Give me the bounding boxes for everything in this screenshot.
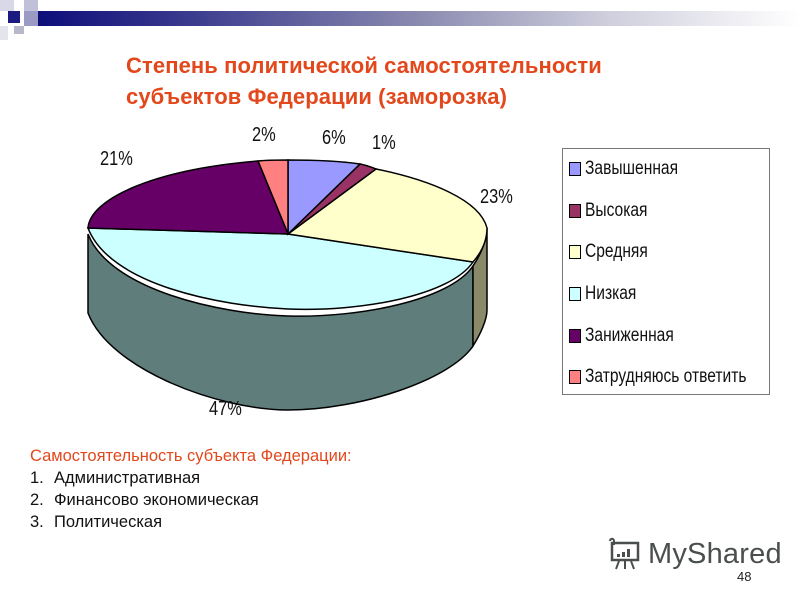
slide-title: Степень политической самостоятельности с… xyxy=(126,50,602,112)
chart-legend: Завышенная Высокая Средняя Низкая Заниже… xyxy=(562,148,770,395)
legend-swatch xyxy=(569,204,581,218)
list-number: 1. xyxy=(30,469,44,487)
pie-slice-zavyshennaya xyxy=(287,159,362,236)
header-square-light xyxy=(14,26,24,34)
label-vysokaya: 1% xyxy=(372,132,396,154)
legend-swatch xyxy=(569,245,581,259)
label-zavyshennaya: 6% xyxy=(322,127,346,149)
page-number: 48 xyxy=(737,569,752,584)
list-label: Административная xyxy=(54,469,201,487)
label-srednyaya: 23% xyxy=(480,186,513,208)
notes-block: Самостоятельность субъекта Федерации: 1.… xyxy=(30,445,352,533)
notes-list-item: 1. Административная xyxy=(30,467,352,489)
header-square-light xyxy=(24,11,38,26)
legend-item-nizkaya: Низкая xyxy=(569,283,648,305)
list-number: 3. xyxy=(30,513,44,531)
legend-item-srednyaya: Средняя xyxy=(569,241,662,263)
legend-swatch xyxy=(569,329,581,343)
pie-slice-srednyaya xyxy=(286,168,488,263)
legend-item-vysokaya: Высокая xyxy=(569,200,661,222)
legend-label: Высокая xyxy=(585,200,648,221)
legend-label: Заниженная xyxy=(585,325,674,346)
header-square-light xyxy=(0,0,14,11)
notes-heading: Самостоятельность субъекта Федерации: xyxy=(30,447,352,465)
list-label: Финансово экономическая xyxy=(54,491,259,509)
legend-swatch xyxy=(569,370,581,384)
pie-slice-nizkaya xyxy=(86,227,475,311)
list-label: Политическая xyxy=(54,513,163,531)
legend-label: Низкая xyxy=(585,283,637,304)
header-square-dark xyxy=(8,11,20,23)
legend-item-zatrudnyayus: Затрудняюсь ответить xyxy=(569,366,782,388)
pie-slice-zanizhennaya xyxy=(87,160,290,235)
legend-label: Затрудняюсь ответить xyxy=(585,366,747,387)
legend-swatch xyxy=(569,287,581,301)
legend-item-zavyshennaya: Завышенная xyxy=(569,158,698,180)
title-line-1: Степень политической самостоятельности xyxy=(126,53,602,78)
list-number: 2. xyxy=(30,491,44,509)
notes-list-item: 2. Финансово экономическая xyxy=(30,489,352,511)
presentation-board-icon xyxy=(609,537,640,570)
myshared-logo: MyShared xyxy=(608,537,782,571)
title-line-2: субъектов Федерации (заморозка) xyxy=(126,84,508,109)
label-zatrudnyayus: 2% xyxy=(252,124,276,146)
header-square-light xyxy=(24,0,38,11)
label-zanizhennaya: 21% xyxy=(100,148,133,170)
label-nizkaya: 47% xyxy=(209,398,242,420)
notes-list-item: 3. Политическая xyxy=(30,511,352,533)
legend-item-zanizhennaya: Заниженная xyxy=(569,325,693,347)
watermark-text: MyShared xyxy=(648,537,782,570)
header-square-light xyxy=(0,26,8,40)
legend-label: Завышенная xyxy=(585,158,679,179)
header-gradient-bar xyxy=(36,11,800,26)
legend-label: Средняя xyxy=(585,241,648,262)
legend-swatch xyxy=(569,162,581,176)
